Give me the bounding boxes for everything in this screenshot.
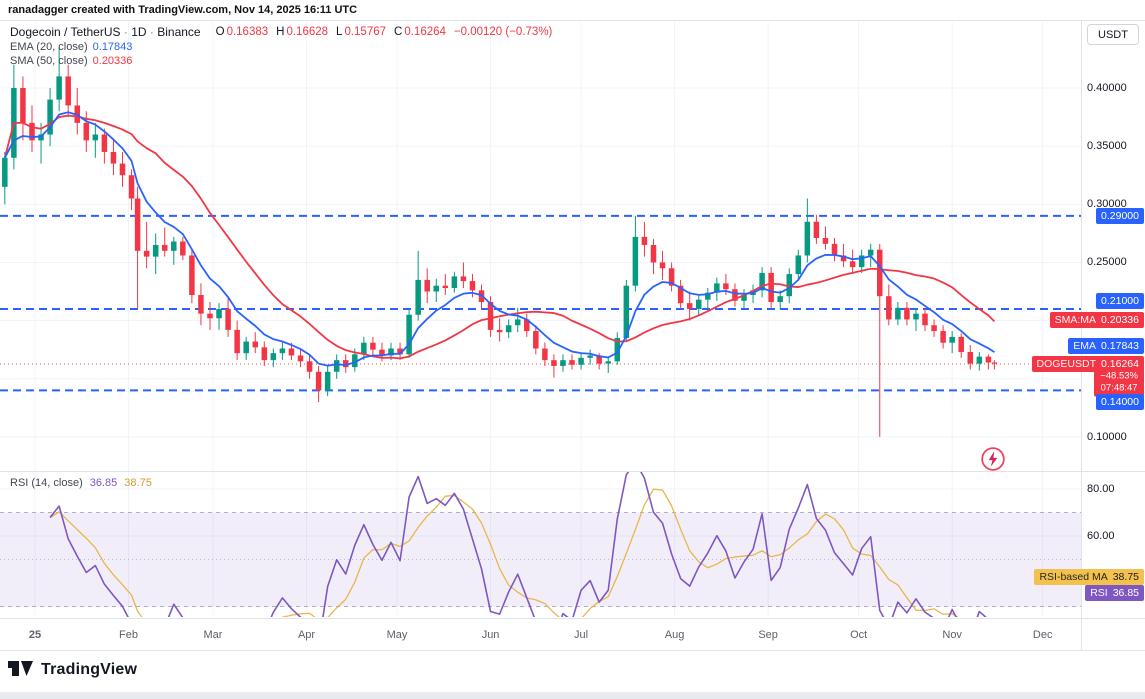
level-badge-014: 0.14000 [1096, 394, 1144, 411]
rsi-axis-label: 80.00 [1087, 483, 1115, 495]
currency-toggle-button[interactable]: USDT [1087, 24, 1139, 45]
symbol-legend: Dogecoin / TetherUS · 1D · Binance O 0.16… [10, 25, 552, 69]
rsi-current-value: 36.85 [89, 477, 118, 489]
attribution-text: ranadagger created with TradingView.com,… [8, 4, 358, 16]
countdown-badge: −48.53% 07:48:47 [1094, 368, 1144, 398]
rsi-ma-current-value: 38.75 [124, 477, 152, 489]
change-value: −0.00120 (−0.73%) [453, 26, 553, 38]
time-axis-divider [0, 618, 1145, 619]
symbol-title[interactable]: Dogecoin / TetherUS · 1D · Binance [10, 25, 201, 39]
price-axis-label: 0.40000 [1087, 82, 1127, 94]
level-badge-029: 0.29000 [1096, 207, 1144, 224]
symbol-name: Dogecoin / TetherUS [10, 25, 121, 39]
level-badge-021: 0.21000 [1096, 292, 1144, 309]
chart-canvas[interactable] [0, 0, 1082, 650]
rsi-indicator-label[interactable]: RSI (14, close) [10, 477, 83, 489]
ema-indicator-value: 0.17843 [92, 41, 133, 53]
header-divider [0, 20, 1145, 21]
footer-divider [0, 650, 1145, 651]
sma-indicator-value: 0.20336 [92, 55, 133, 67]
price-axis-label: 0.35000 [1087, 140, 1127, 153]
interval-label: 1D [131, 25, 147, 39]
tradingview-logo-icon[interactable] [8, 656, 34, 683]
sma-indicator-label[interactable]: SMA (50, close) [10, 55, 88, 67]
pane-divider[interactable] [0, 471, 1145, 472]
exchange-label: Binance [157, 25, 201, 39]
price-axis-label: 0.30000 [1087, 198, 1127, 211]
ohlc-values: O 0.16383 H 0.16628 L 0.15767 C 0.16264 −0.0… [215, 26, 553, 38]
footer: TradingView [8, 656, 137, 683]
rsi-legend: RSI (14, close) 36.85 38.75 [10, 477, 152, 489]
price-axis-label: 0.25000 [1087, 256, 1127, 269]
rsi-axis-label: 60.00 [1087, 530, 1115, 542]
price-axis-divider[interactable] [1081, 21, 1082, 650]
tradingview-brand-text[interactable]: TradingView [41, 660, 138, 678]
flash-icon[interactable] [980, 446, 1006, 472]
rsi-value-badge: RSI 36.85 [1085, 585, 1144, 602]
price-axis-label: 0.10000 [1087, 430, 1127, 443]
bottom-scrollbar[interactable] [0, 692, 1145, 699]
ema-indicator-label[interactable]: EMA (20, close) [10, 41, 88, 53]
